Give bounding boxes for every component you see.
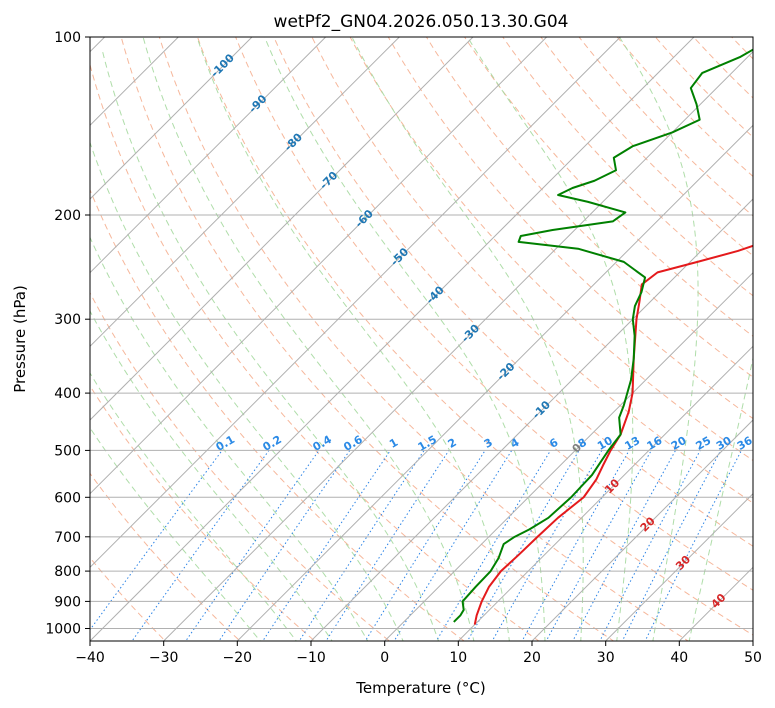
mixing-ratio-label: 36 [735,434,755,453]
grid-lines [90,37,753,641]
dry-adiabat [502,37,753,297]
dry-adiabat [90,472,241,641]
dry-adiabat [90,62,540,641]
dewpoint-profile [453,48,753,623]
y-tick-label: 500 [54,443,81,459]
x-tick-label: −20 [223,650,253,666]
isotherm-line [90,37,548,495]
isotherm-line [90,37,621,569]
y-tick-label: 800 [54,564,81,580]
y-axis-label: Pressure (hPa) [11,285,29,393]
moist-adiabat [618,37,699,641]
y-tick-label: 600 [54,490,81,506]
x-tick-label: 30 [597,650,615,666]
x-tick-label: 10 [449,650,467,666]
moist-adiabat [101,49,440,641]
chart-title: wetPf2_GN04.2026.050.13.30.G04 [274,12,569,32]
isotherm-line [384,271,753,641]
x-tick-label: −10 [296,650,326,666]
x-tick-label: 40 [670,650,688,666]
isotherm-line [531,419,753,641]
sounding-profiles [453,48,753,625]
moist-adiabat [90,427,261,641]
x-tick-label: 20 [523,650,541,666]
moist-adiabat [467,37,634,641]
x-tick-label: −40 [75,650,105,666]
y-tick-label: 1000 [45,622,81,638]
moist-adiabat [90,310,333,641]
isotherm-line [90,37,253,200]
isotherm-line [605,492,753,641]
x-tick-label: −30 [149,650,179,666]
temperature-profile [473,244,753,625]
dry-adiabat [235,37,753,591]
isotherm-line [236,124,753,641]
dry-adiabat [311,37,753,504]
plot-frame [89,36,754,642]
isotherm-line [310,198,753,641]
moist-adiabat [90,236,369,641]
isotherm-line [90,37,327,274]
y-tick-label: 300 [54,312,81,328]
dry-adiabat [90,384,316,641]
moist-adiabat [688,355,753,641]
dry-adiabat [196,37,753,636]
x-tick-label: 50 [744,650,762,666]
x-tick-label: 0 [380,650,389,666]
dry-adiabat [120,37,615,641]
isotherm-line [457,345,753,641]
y-axis-ticks: 1000 900 800 700 600 500 400 300 200 100 [45,30,90,638]
x-axis-label: Temperature (°C) [355,679,485,697]
dry-adiabat [158,37,690,641]
x-axis-ticks: −40 −30 −20 −10 0 10 20 30 40 50 [75,641,762,666]
isotherm-line [163,50,753,641]
isotherm-line [90,37,695,641]
moist-adiabat [90,141,404,641]
isotherm-line [90,37,400,348]
moist-adiabat [264,37,546,641]
y-tick-label: 200 [54,208,81,224]
y-tick-label: 900 [54,594,81,610]
dry-adiabat [90,291,391,641]
isotherm-line [90,37,474,421]
dry-adiabat [90,188,465,641]
y-tick-label: 400 [54,386,81,402]
y-tick-label: 700 [54,530,81,546]
dry-adiabat [463,37,753,337]
dry-adiabat [425,37,753,378]
y-tick-label: 100 [54,30,81,46]
moist-adiabat [142,37,475,641]
